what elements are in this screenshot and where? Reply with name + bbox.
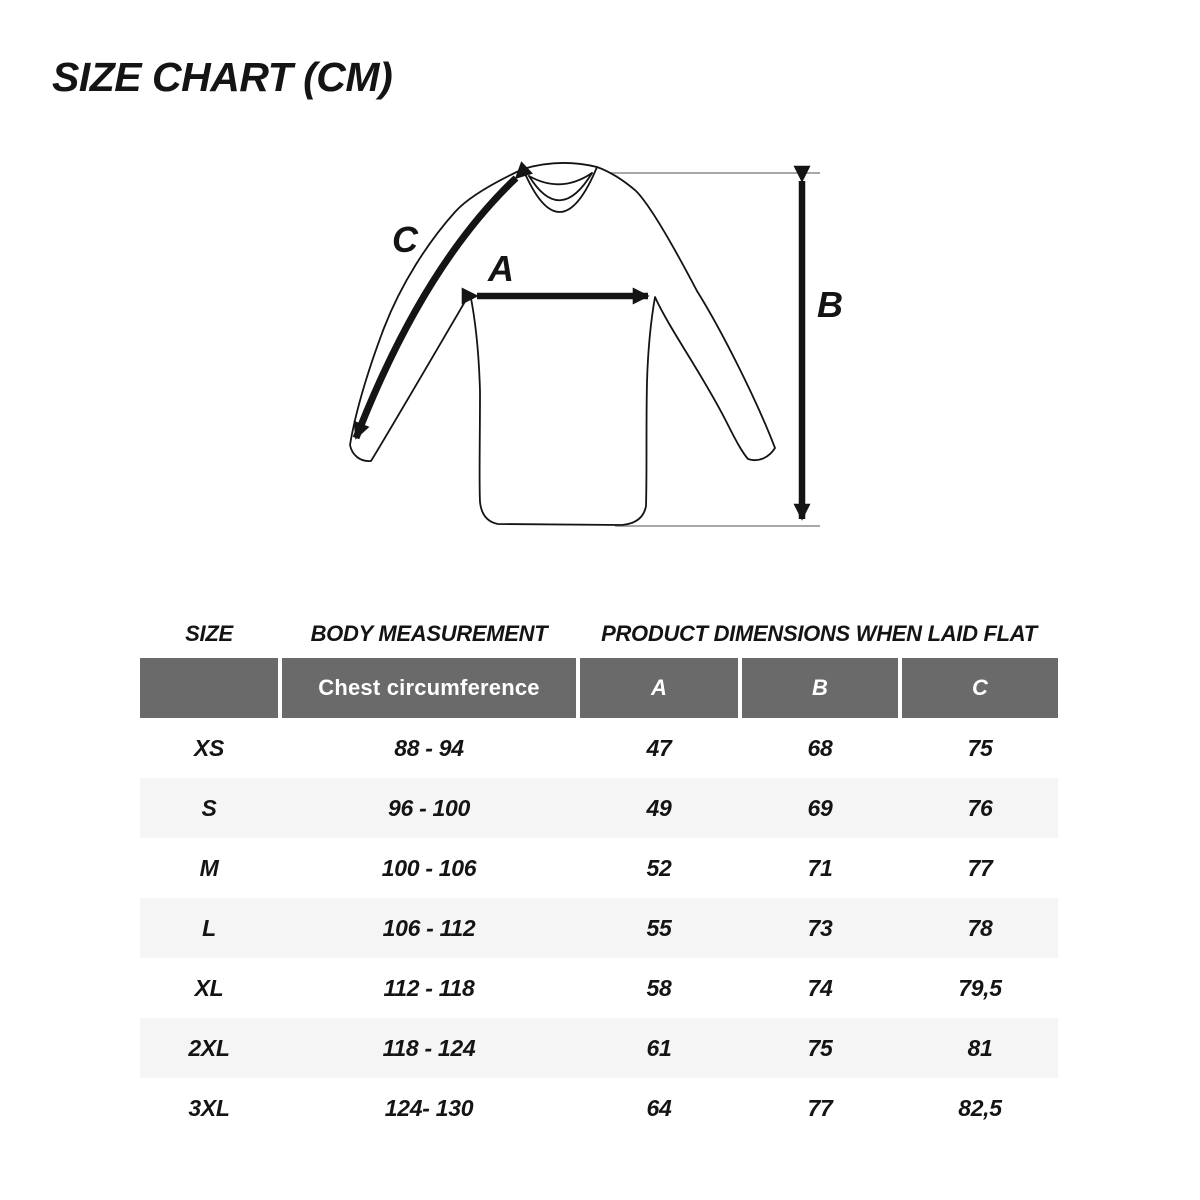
subheader-empty bbox=[140, 658, 278, 718]
cell-chest: 118 - 124 bbox=[382, 1034, 476, 1061]
cell-chest: 124- 130 bbox=[384, 1094, 474, 1121]
cell-a: 47 bbox=[646, 734, 672, 761]
cell-c: 75 bbox=[967, 734, 993, 761]
collar-front-opening bbox=[528, 172, 593, 202]
cell-b: 74 bbox=[807, 974, 833, 1001]
size-table: SIZE BODY MEASUREMENT PRODUCT DIMENSIONS… bbox=[140, 610, 1058, 1138]
cell-size: XL bbox=[194, 974, 224, 1001]
subheader-c: C bbox=[902, 658, 1058, 718]
cell-chest: 106 - 112 bbox=[382, 914, 476, 941]
page-title: SIZE CHART (CM) bbox=[52, 54, 393, 100]
cell-b: 75 bbox=[807, 1034, 833, 1061]
cell-size: L bbox=[202, 914, 216, 941]
cell-b: 71 bbox=[807, 854, 833, 881]
cell-a: 55 bbox=[646, 914, 672, 941]
cell-size: 3XL bbox=[188, 1094, 230, 1121]
subheader-chest: Chest circumference bbox=[282, 658, 576, 718]
table-row-2xl: 2XL 118 - 124 61 75 81 bbox=[140, 1018, 1058, 1078]
table-row-xs: XS 88 - 94 47 68 75 bbox=[140, 718, 1058, 778]
table-row-3xl: 3XL 124- 130 64 77 82,5 bbox=[140, 1078, 1058, 1138]
measure-arrow-c bbox=[352, 161, 533, 440]
header-product-dimensions: PRODUCT DIMENSIONS WHEN LAID FLAT bbox=[601, 621, 1037, 646]
cell-a: 64 bbox=[646, 1094, 672, 1121]
cell-chest: 88 - 94 bbox=[394, 734, 464, 761]
cell-chest: 100 - 106 bbox=[381, 854, 477, 881]
cell-c: 78 bbox=[967, 914, 993, 941]
table-row-xl: XL 112 - 118 58 74 79,5 bbox=[140, 958, 1058, 1018]
cell-b: 73 bbox=[807, 914, 833, 941]
cell-size: 2XL bbox=[188, 1034, 230, 1061]
cell-size: M bbox=[199, 854, 219, 881]
cell-c: 77 bbox=[967, 854, 993, 881]
cell-b: 77 bbox=[807, 1094, 833, 1121]
subheader-row: Chest circumference A B C bbox=[140, 658, 1058, 718]
cell-c: 79,5 bbox=[958, 974, 1002, 1001]
cell-b: 69 bbox=[807, 794, 833, 821]
cell-a: 49 bbox=[646, 794, 672, 821]
cell-size: S bbox=[201, 794, 217, 821]
cell-b: 68 bbox=[807, 734, 833, 761]
cell-c: 76 bbox=[967, 794, 993, 821]
header-size: SIZE bbox=[185, 621, 233, 646]
cell-a: 52 bbox=[646, 854, 672, 881]
table-row-s: S 96 - 100 49 69 76 bbox=[140, 778, 1058, 838]
label-a: A bbox=[487, 248, 514, 289]
cell-size: XS bbox=[193, 734, 225, 761]
cell-c: 82,5 bbox=[958, 1094, 1002, 1121]
subheader-a: A bbox=[580, 658, 738, 718]
cell-a: 58 bbox=[646, 974, 672, 1001]
label-b: B bbox=[817, 284, 843, 325]
cell-c: 81 bbox=[967, 1034, 993, 1061]
subheader-b: B bbox=[742, 658, 898, 718]
cell-chest: 96 - 100 bbox=[388, 794, 470, 821]
cell-chest: 112 - 118 bbox=[383, 974, 475, 1001]
header-body-measurement: BODY MEASUREMENT bbox=[310, 621, 548, 646]
table-row-l: L 106 - 112 55 73 78 bbox=[140, 898, 1058, 958]
cell-a: 61 bbox=[646, 1034, 672, 1061]
collar-front-chord bbox=[528, 172, 593, 186]
label-c: C bbox=[392, 219, 419, 260]
group-header-row: SIZE BODY MEASUREMENT PRODUCT DIMENSIONS… bbox=[140, 610, 1058, 658]
table-row-m: M 100 - 106 52 71 77 bbox=[140, 838, 1058, 898]
